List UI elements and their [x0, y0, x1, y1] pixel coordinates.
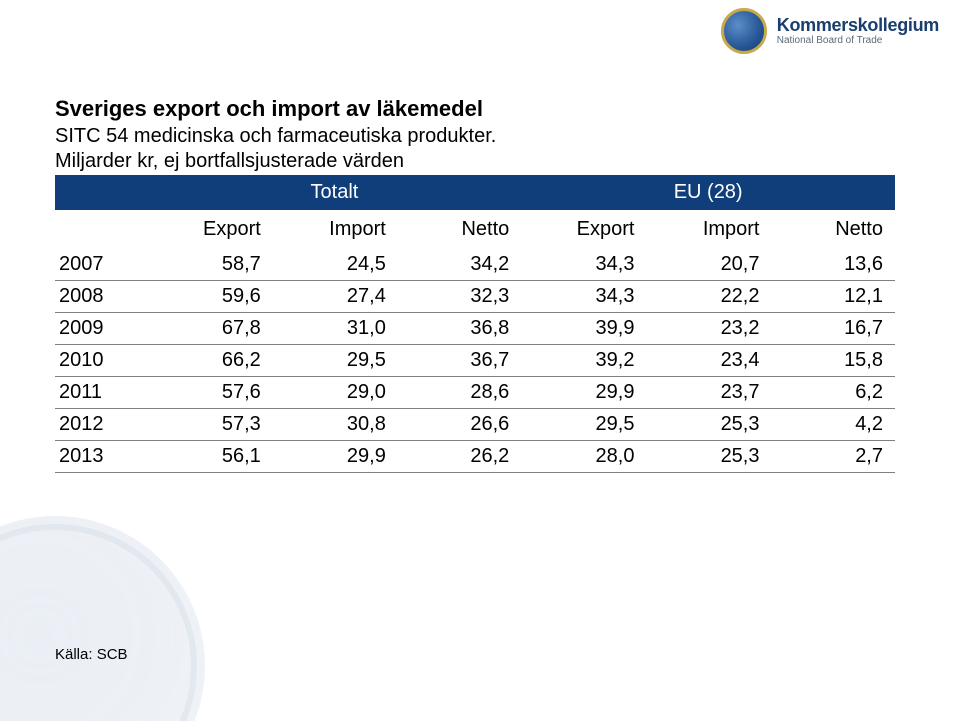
cell-e_import: 22,2: [646, 281, 771, 313]
cell-t_netto: 32,3: [398, 281, 521, 313]
cell-e_netto: 12,1: [772, 281, 896, 313]
cell-e_export: 39,9: [521, 313, 646, 345]
cell-year: 2010: [55, 345, 148, 377]
data-table-container: Totalt EU (28) Export Import Netto Expor…: [55, 175, 895, 473]
cell-e_export: 34,3: [521, 281, 646, 313]
cell-t_import: 29,9: [273, 441, 398, 473]
cell-e_export: 39,2: [521, 345, 646, 377]
cell-e_import: 25,3: [646, 441, 771, 473]
brand-logo: Kommerskollegium National Board of Trade: [721, 8, 939, 54]
cell-year: 2009: [55, 313, 148, 345]
cell-year: 2012: [55, 409, 148, 441]
title-line-1: Sveriges export och import av läkemedel: [55, 95, 496, 123]
source-label: Källa: SCB: [55, 646, 128, 663]
cell-t_netto: 28,6: [398, 377, 521, 409]
header-t-netto: Netto: [398, 210, 521, 249]
table-row: 201066,229,536,739,223,415,8: [55, 345, 895, 377]
cell-t_import: 31,0: [273, 313, 398, 345]
header-group-totalt: Totalt: [148, 175, 522, 210]
cell-t_import: 29,5: [273, 345, 398, 377]
header-e-export: Export: [521, 210, 646, 249]
cell-t_import: 27,4: [273, 281, 398, 313]
header-blank: [55, 175, 148, 210]
table-row: 200967,831,036,839,923,216,7: [55, 313, 895, 345]
cell-t_export: 59,6: [148, 281, 273, 313]
cell-e_import: 23,7: [646, 377, 771, 409]
table-row: 200859,627,432,334,322,212,1: [55, 281, 895, 313]
cell-e_export: 29,5: [521, 409, 646, 441]
cell-t_import: 29,0: [273, 377, 398, 409]
cell-t_export: 57,3: [148, 409, 273, 441]
cell-t_export: 56,1: [148, 441, 273, 473]
brand-subtitle: National Board of Trade: [777, 36, 939, 46]
cell-e_netto: 13,6: [772, 249, 896, 281]
cell-e_netto: 2,7: [772, 441, 896, 473]
cell-e_netto: 6,2: [772, 377, 896, 409]
globe-icon: [721, 8, 767, 54]
cell-t_export: 67,8: [148, 313, 273, 345]
cell-e_netto: 4,2: [772, 409, 896, 441]
cell-e_import: 25,3: [646, 409, 771, 441]
table-header-group-row: Totalt EU (28): [55, 175, 895, 210]
table-row: 201257,330,826,629,525,34,2: [55, 409, 895, 441]
table-body: 200758,724,534,234,320,713,6200859,627,4…: [55, 249, 895, 473]
table-row: 200758,724,534,234,320,713,6: [55, 249, 895, 281]
cell-e_import: 23,4: [646, 345, 771, 377]
cell-year: 2007: [55, 249, 148, 281]
cell-t_netto: 26,6: [398, 409, 521, 441]
header-group-eu28: EU (28): [521, 175, 895, 210]
brand-name: Kommerskollegium: [777, 16, 939, 34]
cell-year: 2013: [55, 441, 148, 473]
brand-text: Kommerskollegium National Board of Trade: [777, 16, 939, 46]
cell-t_netto: 36,8: [398, 313, 521, 345]
cell-t_netto: 34,2: [398, 249, 521, 281]
data-table: Totalt EU (28) Export Import Netto Expor…: [55, 175, 895, 473]
cell-t_netto: 36,7: [398, 345, 521, 377]
title-line-3: Miljarder kr, ej bortfallsjusterade värd…: [55, 150, 496, 173]
cell-e_import: 23,2: [646, 313, 771, 345]
header-e-netto: Netto: [772, 210, 896, 249]
cell-year: 2011: [55, 377, 148, 409]
header-year-blank: [55, 210, 148, 249]
title-line-2: SITC 54 medicinska och farmaceutiska pro…: [55, 125, 496, 148]
header-e-import: Import: [646, 210, 771, 249]
cell-e_export: 34,3: [521, 249, 646, 281]
cell-e_netto: 15,8: [772, 345, 896, 377]
cell-t_import: 24,5: [273, 249, 398, 281]
cell-t_export: 66,2: [148, 345, 273, 377]
table-row: 201157,629,028,629,923,76,2: [55, 377, 895, 409]
cell-e_export: 29,9: [521, 377, 646, 409]
cell-e_import: 20,7: [646, 249, 771, 281]
cell-t_netto: 26,2: [398, 441, 521, 473]
table-header-sub-row: Export Import Netto Export Import Netto: [55, 210, 895, 249]
cell-t_export: 57,6: [148, 377, 273, 409]
cell-t_import: 30,8: [273, 409, 398, 441]
title-block: Sveriges export och import av läkemedel …: [55, 95, 496, 173]
cell-e_netto: 16,7: [772, 313, 896, 345]
header-t-import: Import: [273, 210, 398, 249]
cell-e_export: 28,0: [521, 441, 646, 473]
table-row: 201356,129,926,228,025,32,7: [55, 441, 895, 473]
cell-year: 2008: [55, 281, 148, 313]
watermark-seal: [0, 516, 205, 721]
cell-t_export: 58,7: [148, 249, 273, 281]
header-t-export: Export: [148, 210, 273, 249]
